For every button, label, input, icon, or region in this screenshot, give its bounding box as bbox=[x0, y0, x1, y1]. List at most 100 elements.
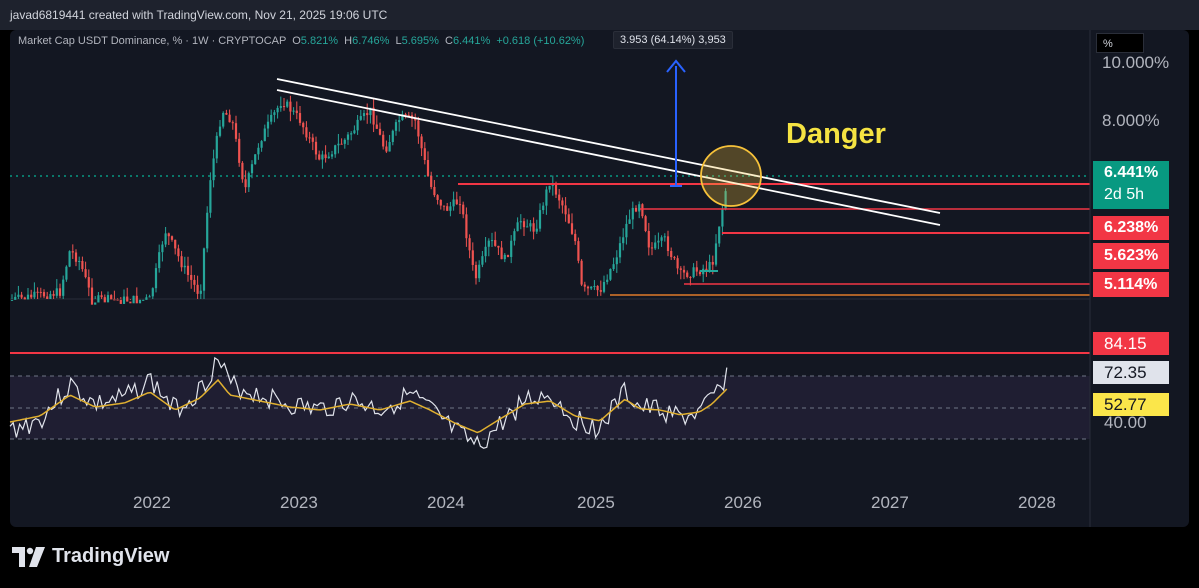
candle-body-27 bbox=[97, 295, 100, 303]
candle-body-30 bbox=[106, 295, 110, 303]
candle-body-176 bbox=[574, 233, 577, 242]
candle-body-201 bbox=[654, 242, 657, 249]
last-price-tag: 6.441% 2d 5h bbox=[1093, 161, 1169, 209]
candle-body-198 bbox=[644, 216, 647, 231]
candle-body-138 bbox=[452, 199, 455, 207]
annotation-danger: Danger bbox=[786, 118, 886, 150]
candle-body-110 bbox=[362, 113, 366, 117]
candle-body-170 bbox=[554, 183, 558, 195]
candle-body-98 bbox=[324, 154, 327, 159]
candle-body-222 bbox=[721, 208, 724, 227]
candle-body-195 bbox=[634, 207, 638, 212]
candle-body-159 bbox=[519, 221, 522, 223]
candle-body-206 bbox=[670, 251, 673, 258]
candle-body-86 bbox=[286, 101, 289, 107]
candle-body-93 bbox=[308, 137, 311, 139]
candle-body-45 bbox=[154, 268, 158, 289]
time-label-2028: 2028 bbox=[1018, 493, 1056, 512]
candle-body-106 bbox=[350, 133, 353, 135]
candle-body-65 bbox=[218, 126, 222, 136]
candle-body-89 bbox=[295, 110, 298, 114]
candle-body-144 bbox=[471, 250, 474, 265]
candle-body-14 bbox=[55, 288, 58, 296]
candle-body-40 bbox=[138, 299, 142, 304]
candle-body-193 bbox=[628, 219, 631, 224]
candle-body-197 bbox=[641, 204, 644, 217]
candle-body-50 bbox=[170, 236, 174, 240]
candle-body-92 bbox=[305, 127, 308, 138]
candle-body-163 bbox=[532, 223, 535, 232]
price-tick-8: 8.000% bbox=[1102, 111, 1160, 130]
candle-body-3 bbox=[20, 294, 23, 298]
price-tag-5114: 5.114% bbox=[1093, 272, 1169, 297]
symbol-legend[interactable]: Market Cap USDT Dominance, % · 1W · CRYP… bbox=[18, 35, 584, 47]
candle-body-223 bbox=[724, 191, 727, 209]
bar-countdown: 2d 5h bbox=[1104, 186, 1145, 203]
candle-body-62 bbox=[209, 180, 212, 213]
time-label-2025: 2025 bbox=[577, 493, 615, 512]
candle-body-20 bbox=[74, 252, 78, 262]
candle-body-173 bbox=[564, 205, 567, 215]
candle-body-101 bbox=[334, 145, 337, 155]
candle-body-181 bbox=[590, 286, 593, 289]
rsi-tag-72: 72.35 bbox=[1093, 361, 1169, 384]
candle-body-117 bbox=[385, 146, 388, 152]
candle-body-122 bbox=[401, 114, 404, 121]
candle-body-79 bbox=[263, 128, 266, 142]
candle-body-151 bbox=[494, 240, 497, 246]
candle-body-54 bbox=[183, 265, 186, 268]
candle-body-47 bbox=[161, 244, 164, 253]
candle-body-115 bbox=[378, 128, 382, 135]
rsi-tag-52: 52.77 bbox=[1093, 393, 1169, 416]
candle-body-31 bbox=[110, 295, 113, 300]
time-label-2023: 2023 bbox=[280, 493, 318, 512]
candle-body-2 bbox=[17, 294, 20, 297]
measure-arrow-head bbox=[666, 59, 686, 73]
candle-body-94 bbox=[311, 137, 314, 142]
candle-body-63 bbox=[212, 158, 215, 181]
candle-body-58 bbox=[196, 284, 199, 294]
candle-body-130 bbox=[426, 160, 430, 176]
candle-body-175 bbox=[570, 223, 574, 234]
candle-body-10 bbox=[42, 292, 46, 297]
rsi-tag-84: 84.15 bbox=[1093, 332, 1169, 355]
candle-body-28 bbox=[100, 295, 103, 298]
candle-body-17 bbox=[65, 266, 68, 280]
candle-body-187 bbox=[609, 269, 612, 280]
candle-body-136 bbox=[446, 206, 449, 211]
candle-body-217 bbox=[705, 268, 708, 270]
tradingview-brand[interactable]: TradingView bbox=[12, 545, 169, 568]
candle-body-103 bbox=[340, 143, 343, 145]
candle-body-205 bbox=[666, 236, 670, 252]
candle-body-133 bbox=[436, 195, 439, 200]
candle-body-145 bbox=[474, 264, 478, 279]
candle-body-207 bbox=[673, 257, 676, 259]
candle-body-200 bbox=[650, 247, 654, 249]
candle-body-84 bbox=[279, 106, 282, 108]
candle-body-69 bbox=[231, 122, 234, 124]
candle-body-1 bbox=[14, 296, 17, 300]
candle-body-177 bbox=[577, 241, 580, 261]
candle-body-104 bbox=[343, 139, 346, 144]
chart-snapshot-header: javad6819441 created with TradingView.co… bbox=[0, 0, 1199, 30]
candle-body-162 bbox=[529, 223, 532, 227]
candle-body-18 bbox=[68, 251, 71, 267]
candle-body-99 bbox=[327, 156, 330, 159]
chart-pane[interactable] bbox=[10, 30, 1189, 527]
candle-body-95 bbox=[314, 141, 318, 155]
candle-body-36 bbox=[126, 296, 129, 302]
candle-body-85 bbox=[282, 106, 286, 108]
candle-body-82 bbox=[273, 112, 276, 115]
candle-body-7 bbox=[33, 291, 36, 298]
candle-body-185 bbox=[602, 282, 606, 292]
candle-body-118 bbox=[388, 142, 391, 152]
time-label-2022: 2022 bbox=[133, 493, 171, 512]
candle-body-160 bbox=[522, 221, 526, 228]
scale-percent-toggle[interactable]: % bbox=[1096, 33, 1144, 53]
candle-body-66 bbox=[222, 112, 225, 127]
legend-high-label: H bbox=[344, 35, 353, 47]
rsi-tick-40: 40.00 bbox=[1104, 413, 1147, 432]
time-label-2024: 2024 bbox=[427, 493, 465, 512]
candle-body-183 bbox=[596, 285, 599, 291]
